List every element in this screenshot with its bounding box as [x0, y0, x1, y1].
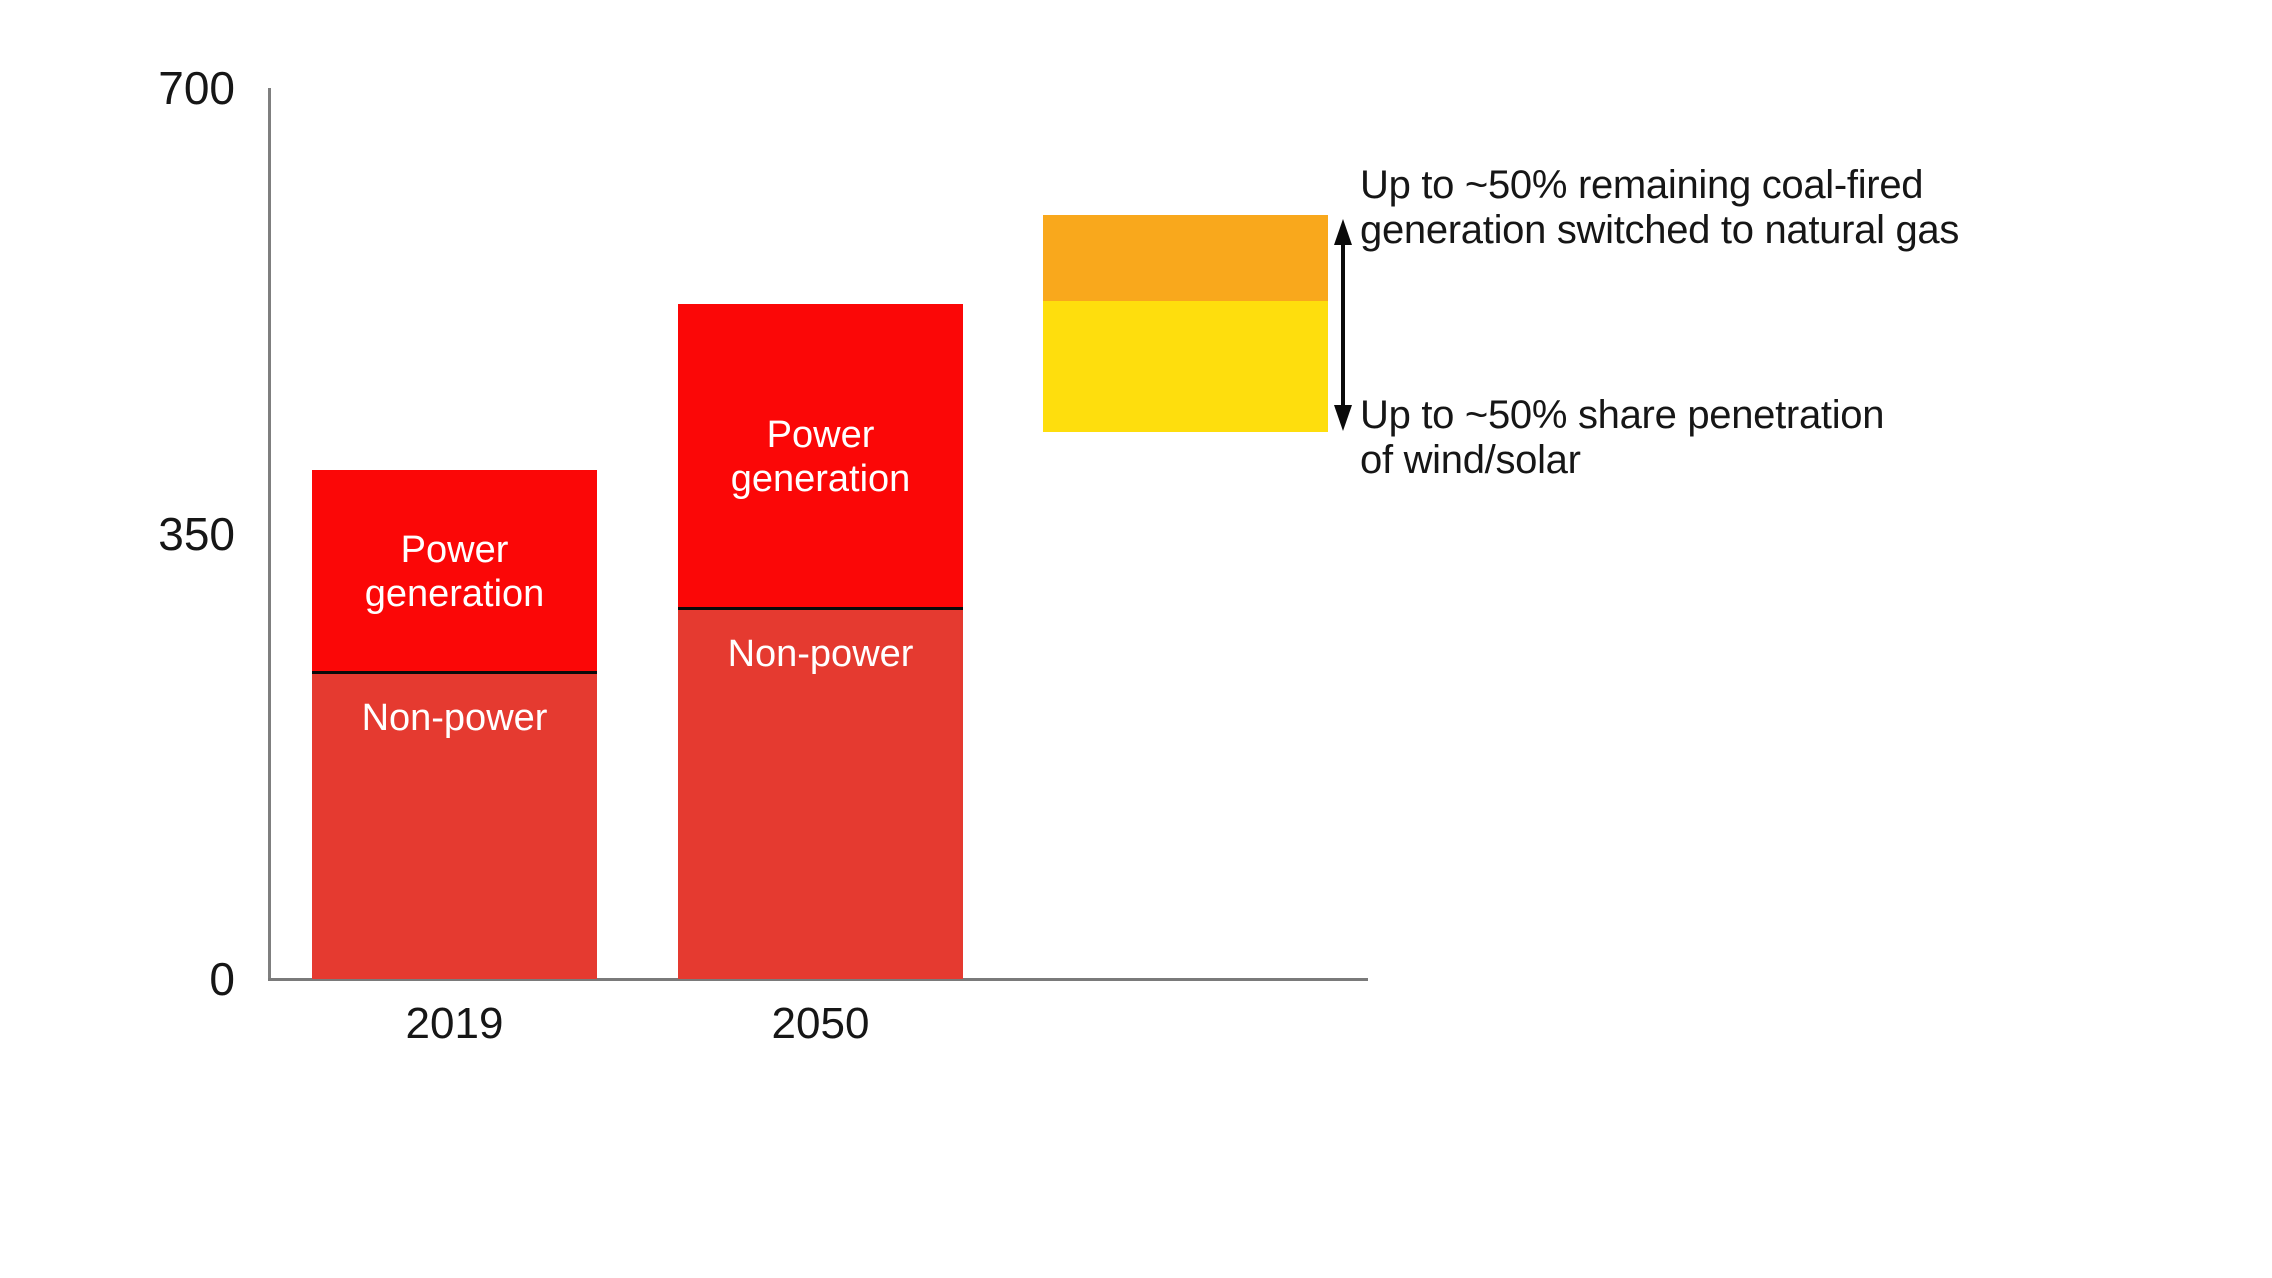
- bar-2019-nonpower-segment: Non-power: [312, 673, 597, 979]
- wind-solar-segment: [1043, 300, 1328, 432]
- y-tick-700: 700: [158, 62, 235, 114]
- scenario-box: [1043, 215, 1328, 432]
- annotation-coal-line2: generation switched to natural gas: [1360, 208, 1960, 252]
- bar-2019-nonpower-label: Non-power: [361, 696, 548, 739]
- x-label-2019: 2019: [405, 999, 504, 1048]
- bar-2050-power-label: Power generation: [730, 414, 911, 501]
- annotation-wind-line2: of wind/solar: [1360, 438, 1581, 482]
- annotation-wind-solar: Up to ~50% share penetration of wind/sol…: [1360, 393, 1884, 483]
- bar-2050: Power generation Non-power: [678, 304, 963, 979]
- coal-to-gas-segment: [1043, 215, 1328, 301]
- y-axis-line: [268, 88, 271, 980]
- bar-2019-power-segment: Power generation: [312, 469, 597, 674]
- annotation-coal-to-gas: Up to ~50% remaining coal-fired generati…: [1360, 163, 1959, 253]
- range-arrow-icon: [1334, 219, 1352, 431]
- bar-2019-power-label: Power generation: [364, 528, 545, 615]
- x-axis-line: [268, 978, 1368, 981]
- bar-2050-nonpower-segment: Non-power: [678, 609, 963, 979]
- bar-2050-power-segment: Power generation: [678, 304, 963, 610]
- annotation-wind-line1: Up to ~50% share penetration: [1360, 393, 1885, 437]
- y-tick-350: 350: [158, 507, 235, 560]
- x-label-2050: 2050: [771, 999, 870, 1048]
- bar-2019: Power generation Non-power: [312, 469, 597, 979]
- annotation-coal-line1: Up to ~50% remaining coal-fired: [1360, 163, 1924, 207]
- bar-2050-nonpower-label: Non-power: [727, 632, 914, 675]
- y-tick-0: 0: [209, 953, 235, 1005]
